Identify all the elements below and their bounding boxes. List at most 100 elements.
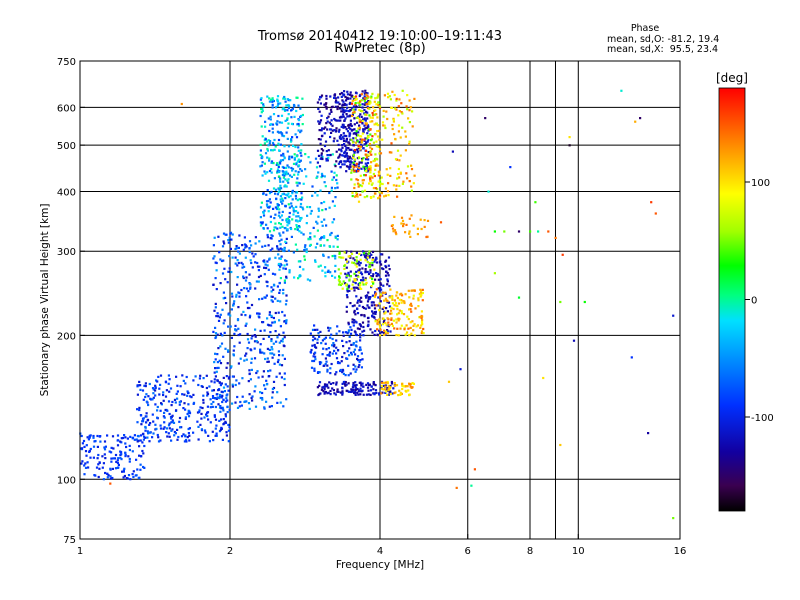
data-point xyxy=(359,339,362,342)
data-point xyxy=(347,124,350,127)
data-point xyxy=(355,265,358,268)
data-point xyxy=(236,259,239,262)
data-point xyxy=(382,388,385,391)
data-point xyxy=(87,466,90,469)
data-point xyxy=(294,133,297,136)
data-point xyxy=(215,288,218,291)
data-point xyxy=(366,195,369,198)
data-point xyxy=(293,156,296,159)
data-point xyxy=(375,103,378,106)
data-point xyxy=(353,149,356,152)
data-point xyxy=(419,295,422,298)
data-point xyxy=(455,486,458,489)
data-point xyxy=(311,185,314,188)
data-point xyxy=(184,435,187,438)
data-point xyxy=(205,413,208,416)
data-point xyxy=(293,173,296,176)
data-point xyxy=(213,309,216,312)
data-point xyxy=(243,236,246,239)
data-point xyxy=(295,219,298,222)
data-point xyxy=(347,321,350,324)
data-point xyxy=(413,97,416,100)
data-point xyxy=(274,311,277,315)
data-point xyxy=(369,180,372,183)
data-point xyxy=(318,371,321,374)
data-point xyxy=(369,150,372,153)
data-point xyxy=(299,131,302,134)
data-point xyxy=(285,131,288,134)
data-point xyxy=(367,393,370,396)
data-point xyxy=(374,292,378,295)
data-point xyxy=(348,340,351,343)
data-point xyxy=(271,396,274,399)
data-point xyxy=(83,445,86,448)
data-point xyxy=(364,255,367,259)
data-point xyxy=(274,256,277,259)
data-point xyxy=(265,193,268,196)
data-point xyxy=(349,332,353,335)
data-point xyxy=(301,97,304,100)
data-point xyxy=(323,200,326,204)
data-point xyxy=(397,167,400,171)
data-point xyxy=(397,114,400,117)
data-point xyxy=(583,300,586,304)
data-point xyxy=(93,440,96,443)
data-point xyxy=(295,162,298,165)
data-point xyxy=(361,182,364,185)
data-point xyxy=(420,331,423,335)
data-point xyxy=(309,236,312,239)
data-point xyxy=(354,388,357,391)
data-point xyxy=(390,322,393,325)
data-point xyxy=(112,447,115,450)
data-point xyxy=(345,140,348,143)
data-point xyxy=(342,108,345,111)
data-point xyxy=(354,365,357,368)
data-point xyxy=(220,259,224,263)
data-point xyxy=(285,237,288,240)
data-point xyxy=(345,165,349,168)
data-point xyxy=(156,433,159,437)
data-point xyxy=(399,393,402,396)
data-point xyxy=(270,286,273,289)
data-point xyxy=(384,291,387,294)
data-point xyxy=(361,281,364,284)
data-point xyxy=(341,382,344,385)
data-point xyxy=(318,384,321,387)
data-point xyxy=(263,209,266,212)
data-point xyxy=(364,270,367,273)
data-point xyxy=(324,390,327,394)
data-point xyxy=(259,114,262,118)
data-point xyxy=(109,482,112,485)
data-point xyxy=(278,143,281,146)
data-point xyxy=(174,432,177,435)
data-point xyxy=(382,115,385,118)
data-point xyxy=(254,287,257,290)
data-point xyxy=(284,303,288,306)
data-point xyxy=(222,240,225,243)
data-point xyxy=(259,348,262,351)
data-point xyxy=(280,200,283,203)
data-point xyxy=(415,325,418,328)
data-point xyxy=(310,348,313,352)
data-point xyxy=(342,126,345,129)
data-point xyxy=(340,95,343,98)
data-point xyxy=(354,141,357,144)
data-point xyxy=(261,398,264,401)
data-point xyxy=(306,278,309,281)
data-point xyxy=(328,191,331,195)
data-point xyxy=(208,385,211,388)
data-point xyxy=(349,93,352,96)
data-point xyxy=(138,408,141,412)
data-point xyxy=(654,212,657,215)
data-point xyxy=(397,173,400,176)
data-point xyxy=(325,150,328,153)
data-point xyxy=(300,129,303,132)
data-point xyxy=(318,335,321,338)
data-point xyxy=(266,171,269,174)
data-point xyxy=(274,206,277,209)
data-point xyxy=(277,358,280,362)
data-point xyxy=(266,206,269,209)
data-point xyxy=(370,196,373,199)
data-point xyxy=(127,455,130,458)
data-point xyxy=(264,172,267,175)
